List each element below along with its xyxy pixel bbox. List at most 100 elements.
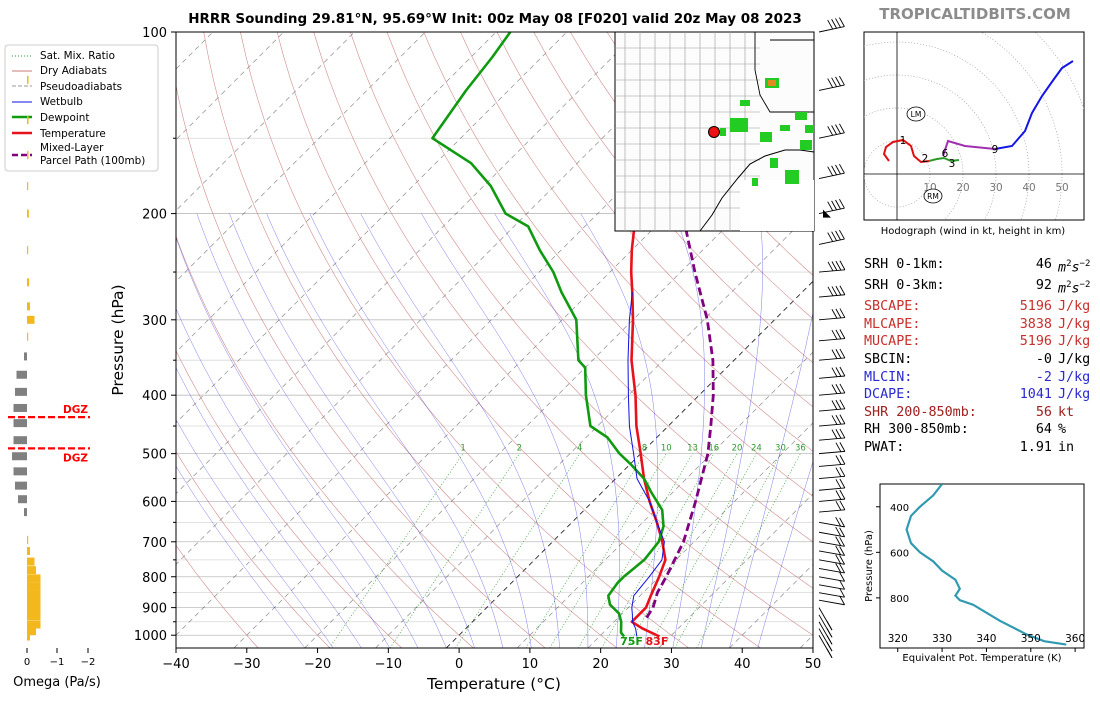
barb-staff	[818, 375, 845, 379]
wind-barb	[818, 75, 845, 91]
barb-flag	[839, 366, 846, 377]
skew-t-xlabel: Temperature (°C)	[426, 675, 561, 693]
skew-t-ylabel: Pressure (hPa)	[109, 284, 127, 395]
barb-flag	[835, 545, 842, 556]
x-tick-label: 40	[734, 657, 751, 672]
hodograph-ring-label: 20	[956, 182, 969, 194]
parameter-label: MLCIN:	[864, 369, 913, 385]
hodograph-height-label: 2	[922, 153, 929, 165]
barb-flag	[835, 554, 842, 564]
barb-staff	[818, 317, 845, 321]
hodograph-ring-label: 40	[1022, 182, 1035, 194]
mixing-ratio-line	[626, 453, 738, 648]
parameter-unit: J/kg	[1058, 316, 1091, 332]
barb-flag	[835, 455, 842, 465]
barb-staff	[818, 392, 845, 396]
dry-adiabat	[176, 235, 474, 648]
parameter-unit: in	[1058, 439, 1075, 455]
wind-barb	[818, 554, 845, 565]
pseudoadiabat	[176, 418, 334, 648]
legend-box	[4, 44, 159, 172]
barb-flag	[835, 536, 842, 546]
omega-bar-up	[27, 605, 41, 614]
barb-flag	[835, 76, 841, 87]
theta-e-y-tick-label: 400	[890, 503, 909, 514]
barb-flag	[839, 163, 845, 174]
parameter-row: RH 300-850mb: 64%	[864, 421, 1100, 439]
parameter-unit: %	[1058, 422, 1067, 438]
barb-flag	[839, 348, 846, 359]
surface-dewpoint-label: 75F	[620, 635, 643, 648]
dry-adiabat	[176, 544, 259, 648]
x-tick-label: 10	[522, 657, 539, 672]
y-tick-label: 1000	[134, 629, 167, 644]
barb-flag	[839, 580, 845, 590]
wind-barb	[818, 563, 845, 574]
x-tick-label: −10	[375, 657, 402, 672]
storm-motion-marker	[906, 106, 926, 122]
barb-flag	[831, 367, 838, 377]
mixing-ratio-line	[525, 453, 645, 648]
legend-label-pseudo: Pseudoadiabats	[40, 81, 122, 93]
barb-flag	[839, 383, 846, 394]
omega-bar-down	[15, 387, 27, 396]
omega-bar-up	[27, 597, 41, 606]
omega-bar-up	[27, 632, 30, 641]
parameter-unit: J/kg	[1058, 369, 1091, 385]
barb-staff	[818, 541, 845, 547]
y-tick-label: 300	[142, 314, 167, 329]
omega-bar-up	[27, 75, 29, 84]
mixing-ratio-line	[601, 453, 715, 648]
mixing-ratio-label: 30	[775, 444, 786, 454]
wetbulb-line	[627, 292, 665, 637]
parameter-unit: J/kg	[1058, 387, 1091, 403]
parameter-row: SRH 0-3km: 92 m2s−2	[864, 277, 1100, 298]
barb-flag	[835, 429, 842, 439]
parameter-row: MLCAPE: 3838 J/kg	[864, 316, 1100, 334]
mixing-ratio-label: 16	[708, 444, 719, 454]
barb-staff	[818, 357, 845, 361]
parameter-row: PWAT: 1.91 in	[864, 439, 1100, 457]
barb-flag	[839, 587, 845, 598]
barb-flag	[835, 479, 842, 489]
pseudoadiabat	[266, 213, 504, 648]
hodograph-height-label: 6	[942, 148, 949, 160]
x-tick-label: 20	[592, 657, 609, 672]
barb-flag	[839, 478, 846, 489]
x-tick-label: −30	[233, 657, 260, 672]
pseudoadiabat	[672, 213, 705, 648]
barb-staff	[818, 567, 845, 574]
inset-map	[614, 31, 815, 232]
theta-e-ylabel: Pressure (hPa)	[864, 530, 875, 602]
parameter-value: -2	[1035, 369, 1052, 385]
barb-staff	[818, 592, 845, 598]
wind-barb	[818, 580, 845, 590]
parameter-value: 56	[1035, 404, 1052, 420]
x-tick-label: −20	[304, 657, 331, 672]
parameter-row: DCAPE: 1041 J/kg	[864, 386, 1100, 404]
hodograph-frame	[863, 31, 1085, 221]
omega-bar-up	[27, 546, 30, 555]
barb-flag	[831, 231, 837, 241]
wind-barb	[818, 621, 833, 645]
barb-flag	[835, 500, 842, 511]
parameter-value: 64	[1035, 422, 1052, 438]
pseudoadiabat	[360, 213, 560, 648]
hodograph-height-label: 1	[900, 135, 907, 147]
legend-label-parcel: Mixed-Layer	[40, 142, 104, 154]
hodograph-height-label: 3	[949, 158, 956, 170]
map-radar-echoes	[720, 78, 814, 186]
omega-bar-up	[27, 582, 41, 591]
parameter-label: SBCIN:	[864, 351, 913, 367]
wind-barb	[818, 260, 846, 273]
mixing-ratio-label: 20	[732, 444, 743, 454]
hodograph-ring-label: 30	[989, 182, 1002, 194]
y-tick-label: 900	[142, 602, 167, 617]
omega-tick-label: −2	[81, 657, 96, 668]
omega-bar-up	[27, 116, 29, 125]
barb-flag	[835, 467, 842, 477]
pseudoadiabat	[176, 465, 306, 648]
barb-flag	[835, 526, 842, 537]
wind-barb	[818, 478, 846, 491]
